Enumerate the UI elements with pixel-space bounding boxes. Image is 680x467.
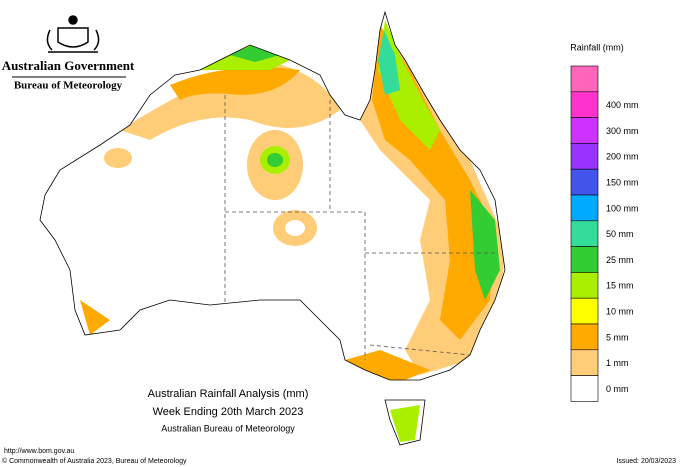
- legend: 400 mm 300 mm 200 mm 150 mm 100 mm 50 mm 25 mm…: [570, 65, 639, 402]
- coastline: [39, 10, 506, 446]
- caption-period: Week Ending 20th March 2023: [153, 406, 304, 418]
- legend-label: 200 mm: [606, 152, 639, 162]
- legend-swatch: [570, 349, 599, 376]
- legend-swatch: [570, 246, 599, 273]
- legend-swatch: [570, 91, 599, 118]
- legend-label: 25 mm: [606, 255, 634, 265]
- legend-label: 150 mm: [606, 177, 639, 187]
- legend-swatch: [570, 168, 599, 196]
- caption-source: Australian Bureau of Meteorology: [161, 423, 295, 433]
- legend-swatch: [570, 143, 599, 170]
- footer-issued: Issued: 20/03/2023: [616, 458, 676, 465]
- legend-swatch: [570, 297, 599, 325]
- legend-swatch: [570, 65, 599, 93]
- agency-name: Bureau of Meteorology: [14, 80, 123, 92]
- footer-url[interactable]: http://www.bom.gov.au: [4, 448, 74, 455]
- legend-label: 300 mm: [606, 126, 639, 136]
- legend-swatch: [570, 117, 599, 144]
- legend-label: 100 mm: [606, 203, 639, 213]
- legend-title: Rainfall (mm): [570, 42, 624, 52]
- emblem: [46, 15, 100, 53]
- caption-title: Australian Rainfall Analysis (mm): [148, 388, 309, 400]
- legend-label: 15 mm: [606, 281, 634, 291]
- legend-label: 10 mm: [606, 306, 634, 316]
- legend-swatch: [570, 220, 599, 247]
- legend-swatch: [570, 323, 599, 351]
- legend-swatch: [570, 194, 599, 222]
- legend-swatch: [570, 375, 599, 402]
- legend-label: 0 mm: [606, 384, 629, 394]
- footer-copyright: © Commonwealth of Australia 2023, Bureau…: [2, 457, 187, 465]
- legend-label: 50 mm: [606, 229, 634, 239]
- legend-swatch: [570, 272, 599, 299]
- legend-label: 400 mm: [606, 100, 639, 110]
- government-name: Australian Government: [2, 58, 135, 73]
- legend-label: 1 mm: [606, 358, 629, 368]
- state-borders: [224, 95, 495, 360]
- legend-label: 5 mm: [606, 332, 629, 342]
